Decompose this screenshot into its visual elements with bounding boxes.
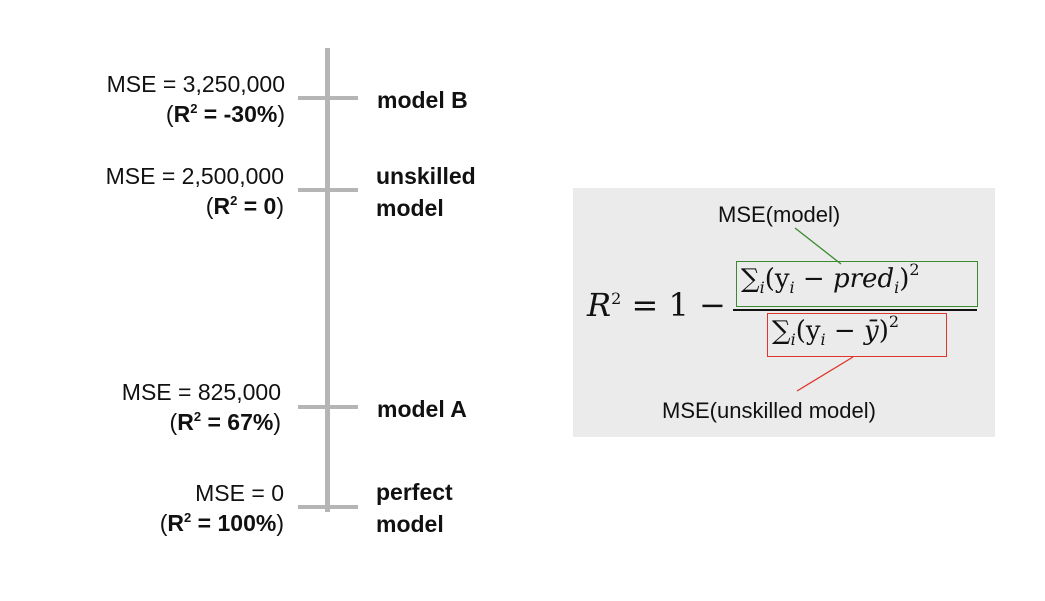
model-label-perfect-model: perfect model — [376, 479, 453, 537]
tick-model-b — [298, 96, 358, 100]
mse-label-unskilled-model: MSE = 2,500,000 (R2 = 0) — [106, 161, 284, 221]
formula-lhs: R2 = 1 − — [587, 286, 726, 324]
mse-label-perfect-model: MSE = 0 (R2 = 100%) — [160, 478, 284, 538]
model-label-model-a: model A — [377, 396, 467, 422]
tick-model-a — [298, 405, 358, 409]
formula-denominator: ∑i(yi − ȳ)2 — [772, 312, 900, 349]
mse-value: MSE = 825,000 — [121, 379, 281, 405]
r2-value: (R2 = 67%) — [169, 409, 281, 435]
numerator-callout-line — [794, 227, 842, 265]
formula-numerator: ∑i(yi − predi)2 — [741, 260, 920, 297]
r2-value: (R2 = -30%) — [165, 101, 285, 127]
denominator-callout-line — [796, 356, 854, 392]
mse-value: MSE = 3,250,000 — [106, 71, 285, 97]
model-label-model-b: model B — [377, 87, 468, 113]
mse-label-model-a: MSE = 825,000 (R2 = 67%) — [122, 377, 281, 437]
numerator-highlight — [736, 261, 978, 307]
fraction-bar — [733, 309, 977, 311]
r2-value: (R2 = 100%) — [159, 510, 284, 536]
mse-axis — [325, 48, 330, 512]
mse-label-model-b: MSE = 3,250,000 (R2 = -30%) — [107, 69, 285, 129]
model-label-unskilled-model: unskilled model — [376, 163, 476, 221]
tick-perfect-model — [298, 505, 358, 509]
denominator-highlight — [767, 313, 947, 357]
mse-value: MSE = 2,500,000 — [105, 163, 284, 189]
formula-panel: MSE(model) MSE(unskilled model) R2 = 1 −… — [573, 188, 995, 437]
denominator-caption: MSE(unskilled model) — [662, 398, 876, 423]
tick-unskilled-model — [298, 188, 358, 192]
mse-value: MSE = 0 — [195, 480, 284, 506]
r2-value: (R2 = 0) — [205, 193, 284, 219]
callout-lines — [794, 227, 854, 392]
numerator-caption: MSE(model) — [718, 202, 841, 227]
